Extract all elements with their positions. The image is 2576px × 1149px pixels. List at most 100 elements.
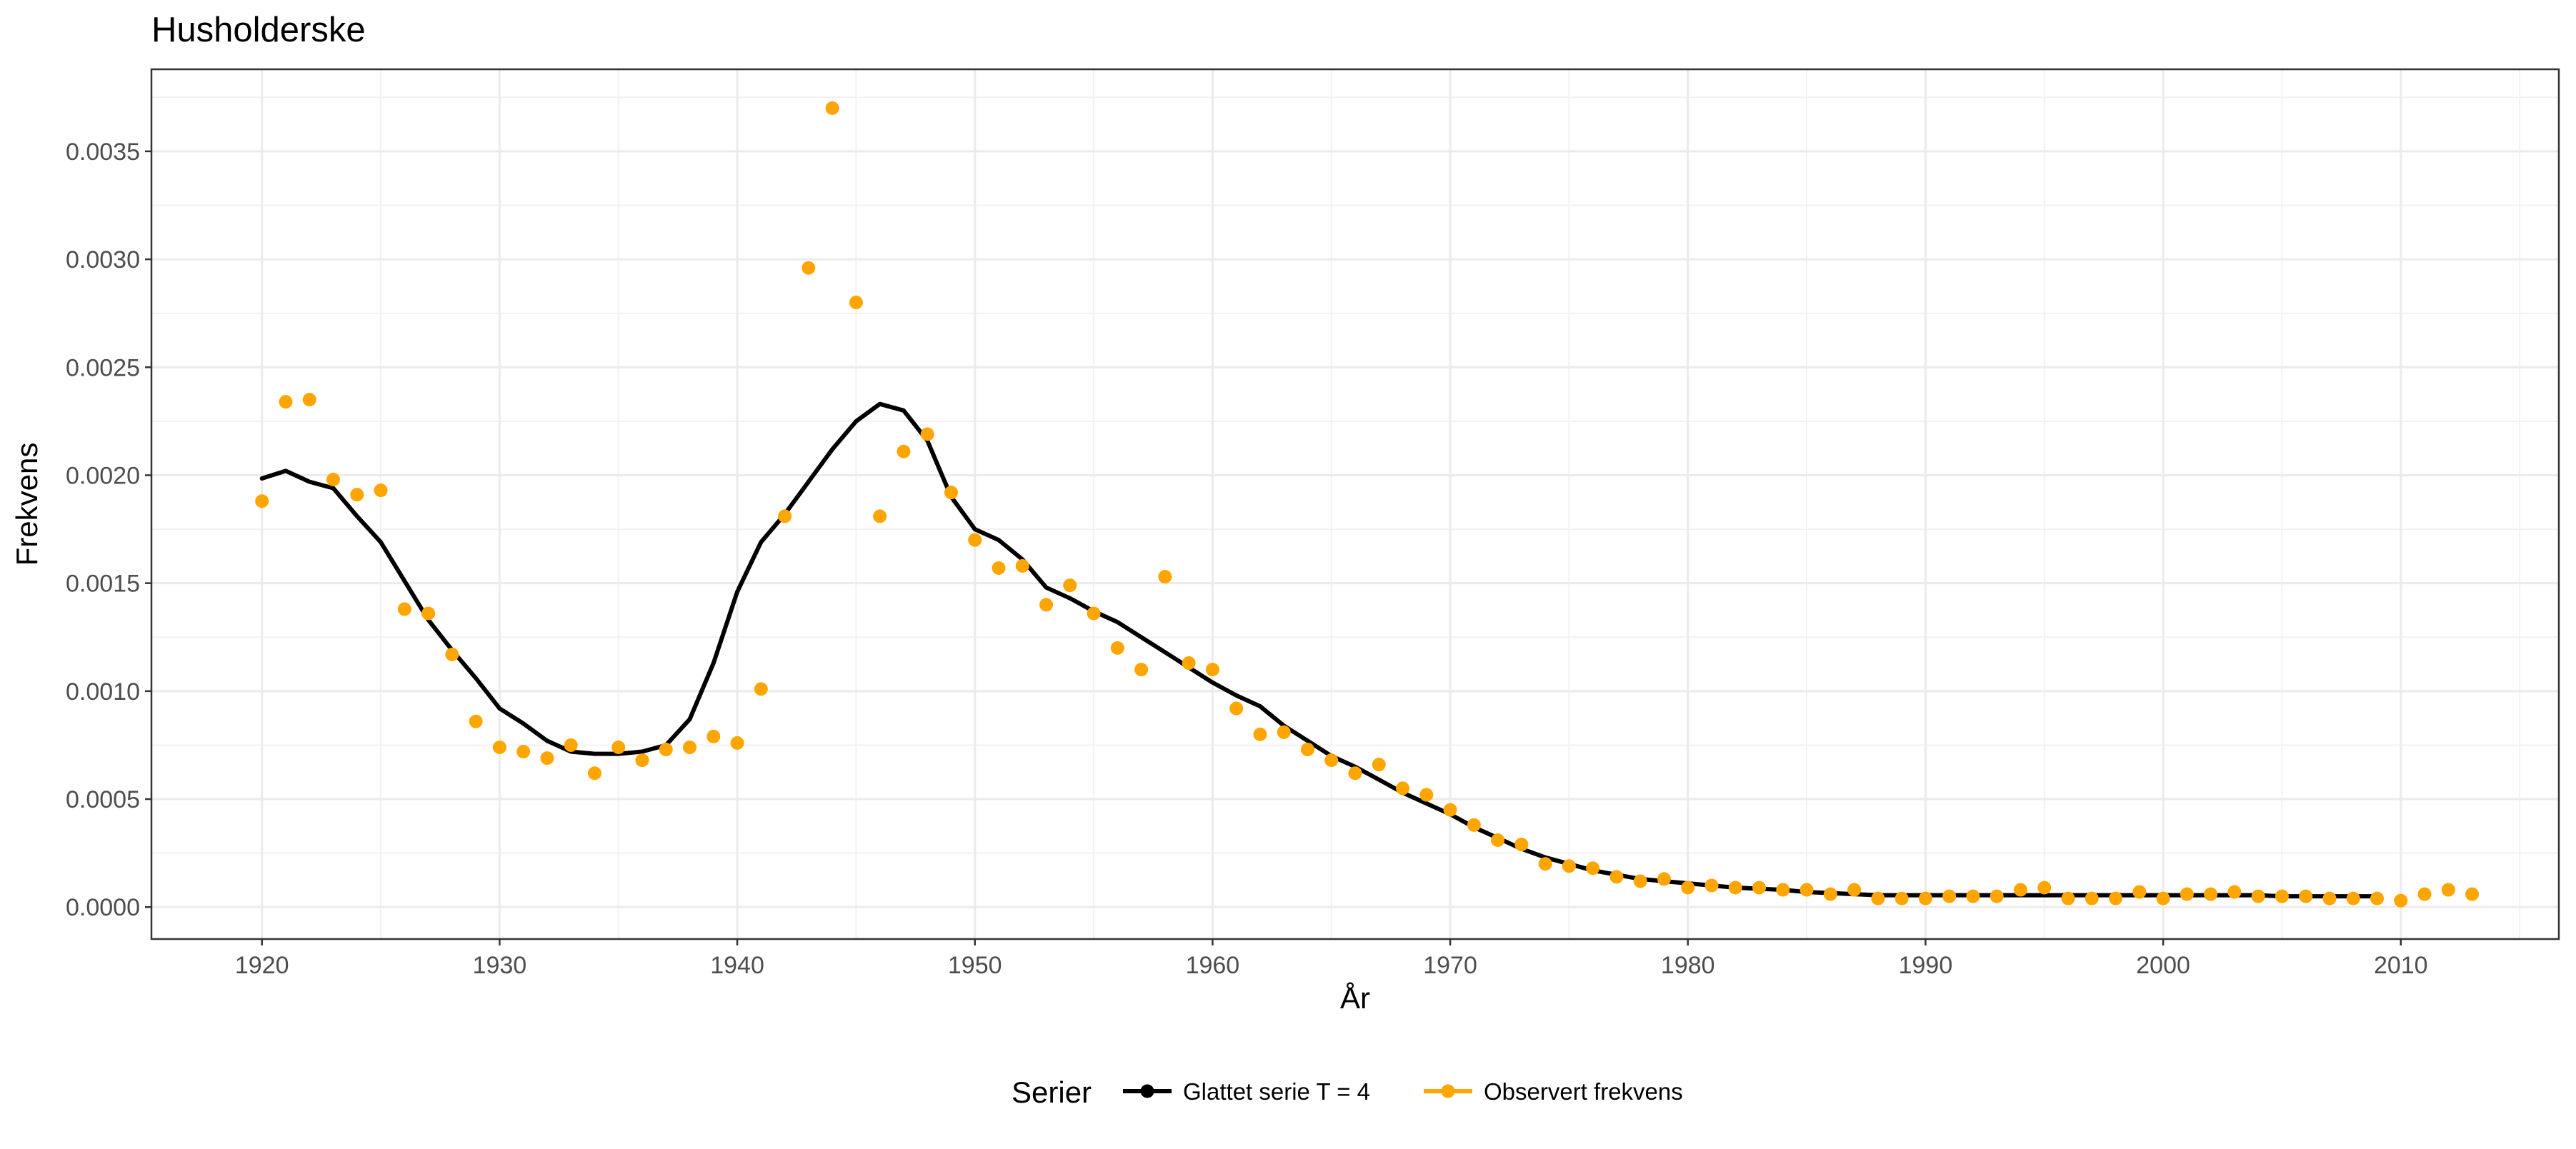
- observed-point: [2322, 891, 2337, 905]
- observed-point: [2085, 891, 2099, 905]
- x-tick-label: 1930: [473, 952, 527, 979]
- observed-point: [2465, 887, 2480, 901]
- observed-point: [2013, 883, 2027, 897]
- observed-point: [778, 509, 792, 523]
- observed-point: [1063, 578, 1077, 593]
- observed-point: [445, 647, 459, 661]
- observed-point: [802, 261, 816, 275]
- observed-point: [825, 101, 839, 115]
- observed-point: [1776, 883, 1790, 897]
- observed-point: [611, 740, 626, 754]
- observed-point: [1657, 872, 1671, 886]
- observed-point: [849, 296, 863, 310]
- observed-point: [1253, 727, 1267, 741]
- observed-point: [469, 714, 483, 728]
- x-axis-title: År: [1340, 981, 1370, 1015]
- observed-point: [2441, 883, 2455, 897]
- observed-point: [1324, 753, 1339, 768]
- observed-point: [1134, 663, 1149, 677]
- observed-point: [421, 606, 436, 621]
- observed-point: [897, 444, 911, 458]
- x-tick-label: 1970: [1423, 952, 1477, 979]
- observed-point: [1443, 803, 1457, 817]
- observed-point: [2417, 887, 2432, 901]
- y-tick-label: 0.0020: [66, 462, 140, 489]
- observed-point: [659, 743, 673, 757]
- legend-key-point: [1441, 1084, 1455, 1098]
- y-tick-label: 0.0015: [66, 571, 140, 598]
- observed-point: [635, 753, 649, 768]
- observed-point: [1087, 606, 1101, 621]
- observed-point: [1039, 598, 1054, 612]
- observed-point: [1728, 880, 1742, 895]
- observed-point: [1396, 781, 1410, 796]
- observed-point: [2394, 893, 2408, 908]
- observed-point: [2299, 889, 2313, 903]
- observed-point: [1277, 725, 1291, 739]
- observed-point: [1015, 558, 1029, 573]
- observed-point: [1562, 859, 1576, 873]
- observed-point: [1348, 766, 1362, 781]
- observed-point: [587, 766, 601, 781]
- observed-point: [1205, 663, 1219, 677]
- observed-point: [683, 740, 697, 754]
- x-tick-label: 2010: [2374, 952, 2428, 979]
- observed-point: [374, 483, 388, 498]
- observed-point: [1966, 889, 1980, 903]
- observed-point: [2227, 885, 2242, 899]
- y-tick-label: 0.0005: [66, 786, 140, 813]
- observed-point: [754, 682, 768, 696]
- legend-label: Observert frekvens: [1484, 1078, 1683, 1105]
- observed-point: [1158, 570, 1172, 584]
- observed-point: [2132, 885, 2147, 899]
- plot-panel-border: [150, 68, 2560, 940]
- observed-point: [1467, 818, 1481, 832]
- y-tick-label: 0.0010: [66, 678, 140, 706]
- observed-point: [992, 561, 1006, 576]
- observed-point: [1633, 874, 1647, 888]
- observed-point: [540, 751, 554, 766]
- x-tick-label: 1990: [1899, 952, 1953, 979]
- observed-point: [326, 473, 340, 487]
- observed-point: [2346, 891, 2360, 905]
- observed-point: [1871, 891, 1885, 905]
- observed-point: [1681, 880, 1695, 895]
- observed-point: [944, 486, 958, 500]
- observed-point: [2061, 891, 2075, 905]
- observed-point: [1372, 758, 1386, 772]
- observed-point: [2037, 880, 2052, 895]
- x-tick-label: 1980: [1661, 952, 1715, 979]
- legend-title: Serier: [1012, 1075, 1092, 1109]
- observed-point: [1847, 883, 1862, 897]
- observed-point: [492, 740, 506, 754]
- legend-items: Glattet serie T = 4 Observert frekvens: [1123, 1078, 1683, 1105]
- chart-title: Husholderske: [151, 11, 366, 49]
- x-tick-label: 1950: [948, 952, 1002, 979]
- observed-point: [302, 393, 316, 407]
- grid: [151, 69, 2559, 939]
- observed-point: [1942, 889, 1957, 903]
- y-tick-label: 0.0000: [66, 894, 140, 921]
- observed-point: [968, 533, 982, 547]
- observed-point: [1894, 891, 1909, 905]
- observed-point: [920, 427, 934, 441]
- x-tick-label: 2000: [2136, 952, 2190, 979]
- observed-point: [1823, 887, 1837, 901]
- x-tick-label: 1920: [235, 952, 289, 979]
- smoothed-series-line: [259, 401, 2380, 899]
- x-tick-label: 1940: [710, 952, 764, 979]
- legend-key-point: [1140, 1084, 1154, 1098]
- observed-point: [1182, 656, 1196, 671]
- observed-point: [2156, 891, 2170, 905]
- observed-point: [873, 509, 887, 523]
- observed-point: [255, 494, 269, 508]
- observed-point: [2370, 891, 2385, 905]
- observed-point: [1300, 743, 1314, 757]
- y-tick-label: 0.0025: [66, 354, 140, 381]
- y-axis-title: Frekvens: [10, 443, 44, 566]
- x-axis: 1920 1930 1940 1950 1960 1970 1980 1990 2000 2010: [235, 939, 2428, 979]
- observed-point: [2275, 889, 2289, 903]
- observed-point: [1538, 857, 1552, 871]
- observed-point: [1918, 891, 1932, 905]
